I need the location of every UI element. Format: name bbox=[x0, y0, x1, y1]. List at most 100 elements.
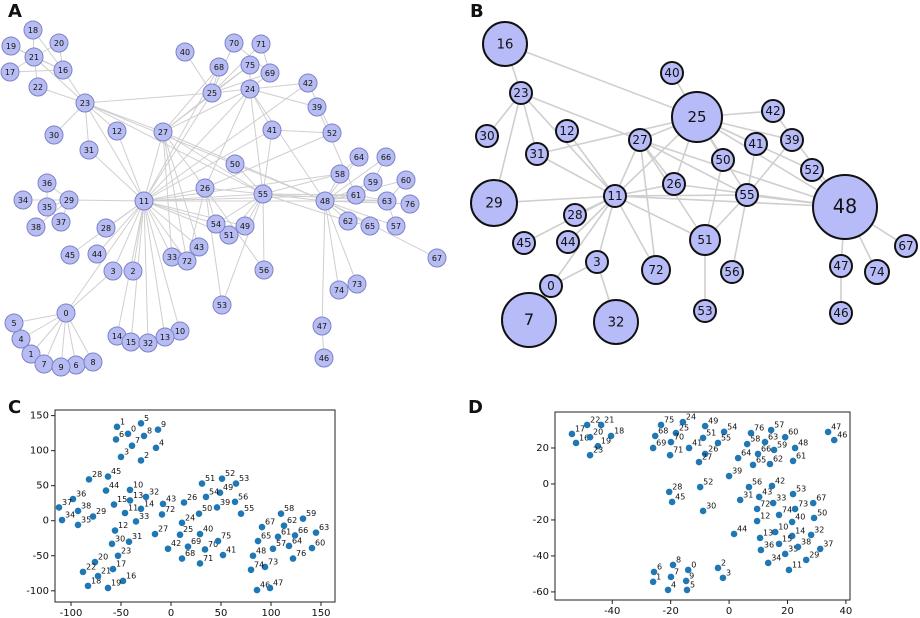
point-label: 15 bbox=[117, 495, 127, 504]
point bbox=[696, 483, 704, 491]
point-label: 63 bbox=[768, 433, 778, 442]
edge bbox=[162, 131, 173, 258]
node bbox=[470, 179, 518, 227]
node bbox=[689, 224, 721, 256]
point-label: 34 bbox=[771, 553, 781, 562]
x-tick-label: -100 bbox=[60, 608, 83, 618]
node bbox=[13, 190, 33, 210]
node bbox=[693, 299, 717, 323]
point bbox=[74, 521, 82, 529]
point bbox=[249, 552, 257, 560]
y-tick-label: 50 bbox=[36, 481, 49, 492]
point-label: 62 bbox=[287, 516, 297, 525]
edge bbox=[324, 200, 340, 291]
edge bbox=[262, 193, 349, 222]
edge bbox=[143, 173, 341, 202]
point bbox=[266, 584, 274, 592]
point-label: 69 bbox=[191, 537, 201, 546]
node bbox=[79, 140, 99, 160]
point-label: 27 bbox=[158, 525, 168, 534]
point bbox=[201, 546, 209, 553]
node bbox=[235, 216, 255, 236]
node-label: 17 bbox=[5, 68, 15, 77]
node bbox=[37, 173, 57, 193]
node bbox=[829, 254, 853, 278]
point-label: 3 bbox=[124, 447, 129, 456]
node bbox=[0, 62, 20, 82]
node bbox=[209, 57, 229, 77]
point-label: 53 bbox=[239, 474, 249, 483]
point bbox=[788, 518, 796, 526]
node-label: 44 bbox=[560, 235, 575, 249]
node-label: 64 bbox=[354, 153, 364, 162]
point bbox=[109, 565, 117, 573]
point-label: 76 bbox=[296, 549, 306, 558]
point-label: 46 bbox=[260, 581, 270, 590]
node-label: 74 bbox=[869, 265, 884, 279]
point bbox=[586, 433, 594, 441]
node-label: 42 bbox=[765, 104, 780, 118]
point-label: 20 bbox=[98, 553, 108, 562]
node bbox=[153, 122, 173, 142]
point bbox=[164, 545, 172, 553]
point bbox=[79, 568, 87, 576]
point-label: 59 bbox=[306, 509, 316, 518]
node-label: 28 bbox=[567, 208, 582, 222]
point-label: 68 bbox=[185, 549, 195, 558]
point-label: 8 bbox=[147, 426, 152, 435]
point-label: 55 bbox=[244, 504, 254, 513]
point bbox=[142, 493, 150, 501]
point bbox=[699, 507, 707, 515]
node bbox=[254, 260, 274, 280]
node bbox=[202, 83, 222, 103]
point bbox=[824, 428, 832, 436]
point bbox=[667, 438, 675, 446]
node-label: 5 bbox=[11, 319, 16, 328]
node bbox=[400, 194, 420, 214]
point-label: 58 bbox=[284, 504, 294, 513]
plot-frame bbox=[554, 411, 851, 601]
point bbox=[247, 566, 255, 574]
node-label: 41 bbox=[748, 137, 763, 151]
x-tick-label: 0 bbox=[726, 606, 732, 617]
node-label: 65 bbox=[365, 222, 375, 231]
point-label: 74 bbox=[254, 560, 264, 569]
point-label: 71 bbox=[673, 446, 683, 455]
point-label: 10 bbox=[133, 480, 143, 489]
edge bbox=[162, 131, 200, 248]
node bbox=[219, 225, 239, 245]
point-label: 12 bbox=[760, 512, 770, 521]
point-label: 32 bbox=[149, 487, 159, 496]
node bbox=[641, 255, 671, 285]
point bbox=[669, 561, 677, 569]
x-tick-label: -50 bbox=[113, 608, 129, 618]
node-label: 21 bbox=[29, 53, 39, 62]
point-label: 73 bbox=[798, 499, 808, 508]
point-label: 28 bbox=[672, 482, 682, 491]
point-label: 21 bbox=[604, 415, 614, 424]
point bbox=[198, 480, 206, 487]
node-label: 35 bbox=[42, 203, 52, 212]
edge bbox=[614, 195, 706, 241]
point-label: 33 bbox=[139, 512, 149, 521]
node bbox=[585, 250, 609, 274]
edge bbox=[68, 199, 145, 202]
node bbox=[330, 164, 350, 184]
point bbox=[594, 442, 602, 450]
y-tick-label: 0 bbox=[543, 479, 549, 490]
edge bbox=[143, 200, 149, 344]
point bbox=[764, 559, 772, 567]
point-label: 24 bbox=[686, 413, 696, 422]
point-label: 19 bbox=[111, 578, 121, 587]
edge bbox=[321, 200, 326, 327]
point-label: 53 bbox=[796, 485, 806, 494]
point-label: 55 bbox=[721, 433, 731, 442]
point bbox=[137, 457, 145, 464]
node-label: 56 bbox=[724, 265, 739, 279]
edge bbox=[143, 193, 264, 202]
point-label: 57 bbox=[276, 539, 286, 548]
node-label: 15 bbox=[126, 338, 136, 347]
point bbox=[55, 504, 63, 511]
point-label: 61 bbox=[281, 527, 291, 536]
point bbox=[699, 434, 707, 442]
